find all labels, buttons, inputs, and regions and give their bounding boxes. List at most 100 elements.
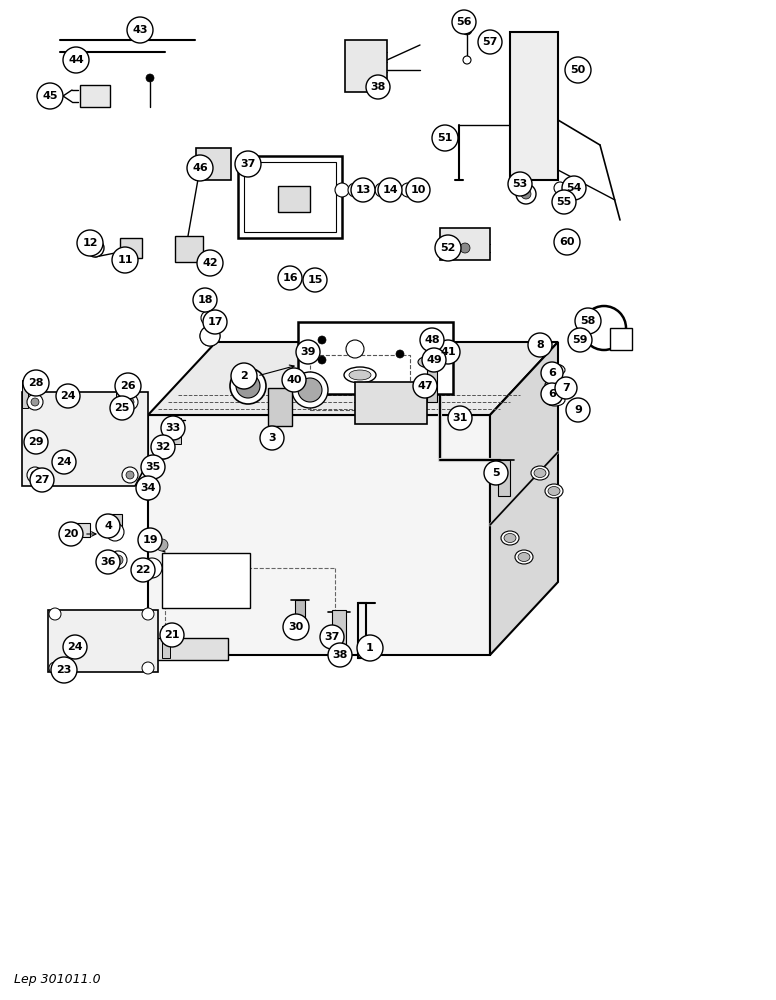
Circle shape <box>141 455 165 479</box>
Ellipse shape <box>518 552 530 562</box>
Circle shape <box>142 558 162 578</box>
Circle shape <box>552 190 576 214</box>
Bar <box>120 238 142 258</box>
Bar <box>238 156 342 238</box>
Circle shape <box>200 326 220 346</box>
Text: 15: 15 <box>307 275 323 285</box>
Circle shape <box>282 368 306 392</box>
Polygon shape <box>148 415 490 655</box>
Text: 9: 9 <box>574 405 582 415</box>
Text: 16: 16 <box>282 273 298 283</box>
Text: 36: 36 <box>100 557 116 567</box>
Circle shape <box>122 394 138 410</box>
Text: 35: 35 <box>145 462 161 472</box>
Circle shape <box>328 643 352 667</box>
Bar <box>116 380 122 408</box>
Bar <box>162 553 250 608</box>
Bar <box>148 638 228 660</box>
Circle shape <box>508 172 532 196</box>
Circle shape <box>187 155 213 181</box>
Bar <box>196 148 231 180</box>
Ellipse shape <box>545 364 565 376</box>
Bar <box>498 460 510 496</box>
Text: 6: 6 <box>548 368 556 378</box>
Circle shape <box>122 467 138 483</box>
Text: 17: 17 <box>207 317 223 327</box>
Circle shape <box>131 558 155 582</box>
Bar <box>175 236 203 262</box>
Circle shape <box>146 458 164 476</box>
Bar <box>22 380 28 408</box>
Text: 18: 18 <box>197 295 213 305</box>
Circle shape <box>96 550 120 574</box>
Text: 53: 53 <box>512 179 528 189</box>
Text: 32: 32 <box>155 442 171 452</box>
Ellipse shape <box>549 381 561 389</box>
Circle shape <box>348 183 362 197</box>
Circle shape <box>31 398 39 406</box>
Text: 24: 24 <box>56 457 72 467</box>
Text: 60: 60 <box>559 237 575 247</box>
Circle shape <box>435 235 461 261</box>
Text: 48: 48 <box>424 335 440 345</box>
Ellipse shape <box>501 531 519 545</box>
Text: 56: 56 <box>456 17 472 27</box>
Text: 23: 23 <box>57 665 71 675</box>
Circle shape <box>52 450 76 474</box>
Text: 29: 29 <box>28 437 43 447</box>
Bar <box>332 610 346 648</box>
Text: 5: 5 <box>492 468 500 478</box>
Text: 12: 12 <box>82 238 98 248</box>
Polygon shape <box>148 342 558 415</box>
Ellipse shape <box>349 370 371 380</box>
Circle shape <box>150 462 160 472</box>
Circle shape <box>401 183 415 197</box>
Text: 39: 39 <box>300 347 316 357</box>
Circle shape <box>281 268 297 284</box>
Text: 57: 57 <box>483 37 497 47</box>
Circle shape <box>31 471 39 479</box>
Bar <box>173 418 181 444</box>
Circle shape <box>126 471 134 479</box>
Circle shape <box>136 476 160 500</box>
Circle shape <box>528 333 552 357</box>
Bar <box>148 466 155 490</box>
Text: 24: 24 <box>68 642 83 652</box>
Text: 58: 58 <box>580 316 596 326</box>
Circle shape <box>77 230 103 256</box>
Circle shape <box>49 608 61 620</box>
Circle shape <box>156 441 170 455</box>
Text: 24: 24 <box>61 391 76 401</box>
Text: 34: 34 <box>140 483 156 493</box>
Bar <box>268 388 292 426</box>
Circle shape <box>160 623 184 647</box>
Bar <box>295 600 305 628</box>
Circle shape <box>27 467 43 483</box>
Circle shape <box>197 250 223 276</box>
Circle shape <box>303 268 327 292</box>
Circle shape <box>541 383 563 405</box>
Circle shape <box>63 635 87 659</box>
Text: 41: 41 <box>440 347 456 357</box>
Circle shape <box>151 435 175 459</box>
Text: 19: 19 <box>142 535 158 545</box>
Circle shape <box>236 374 260 398</box>
Circle shape <box>432 125 458 151</box>
Text: 38: 38 <box>332 650 348 660</box>
Bar <box>298 322 453 394</box>
Circle shape <box>51 657 77 683</box>
Bar <box>427 360 437 402</box>
Circle shape <box>568 328 592 352</box>
Circle shape <box>161 416 185 440</box>
Text: 2: 2 <box>240 371 248 381</box>
Circle shape <box>351 178 375 202</box>
Text: 37: 37 <box>324 632 340 642</box>
Text: 59: 59 <box>572 335 587 345</box>
Circle shape <box>422 348 446 372</box>
Ellipse shape <box>200 326 220 346</box>
Text: 27: 27 <box>34 475 50 485</box>
Text: 3: 3 <box>268 433 275 443</box>
Text: 8: 8 <box>536 340 544 350</box>
Circle shape <box>283 614 309 640</box>
Text: 13: 13 <box>355 185 371 195</box>
